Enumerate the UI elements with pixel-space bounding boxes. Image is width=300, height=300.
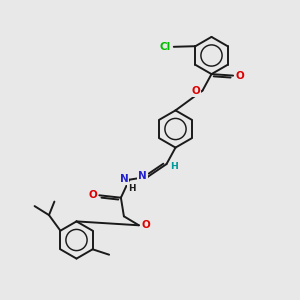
Text: Cl: Cl [160,42,171,52]
Text: N: N [119,174,128,184]
Text: O: O [88,190,97,200]
Text: O: O [141,220,150,230]
Text: H: H [128,184,136,193]
Text: N: N [138,171,147,181]
Text: H: H [170,162,178,171]
Text: O: O [235,70,244,81]
Text: O: O [191,86,200,96]
